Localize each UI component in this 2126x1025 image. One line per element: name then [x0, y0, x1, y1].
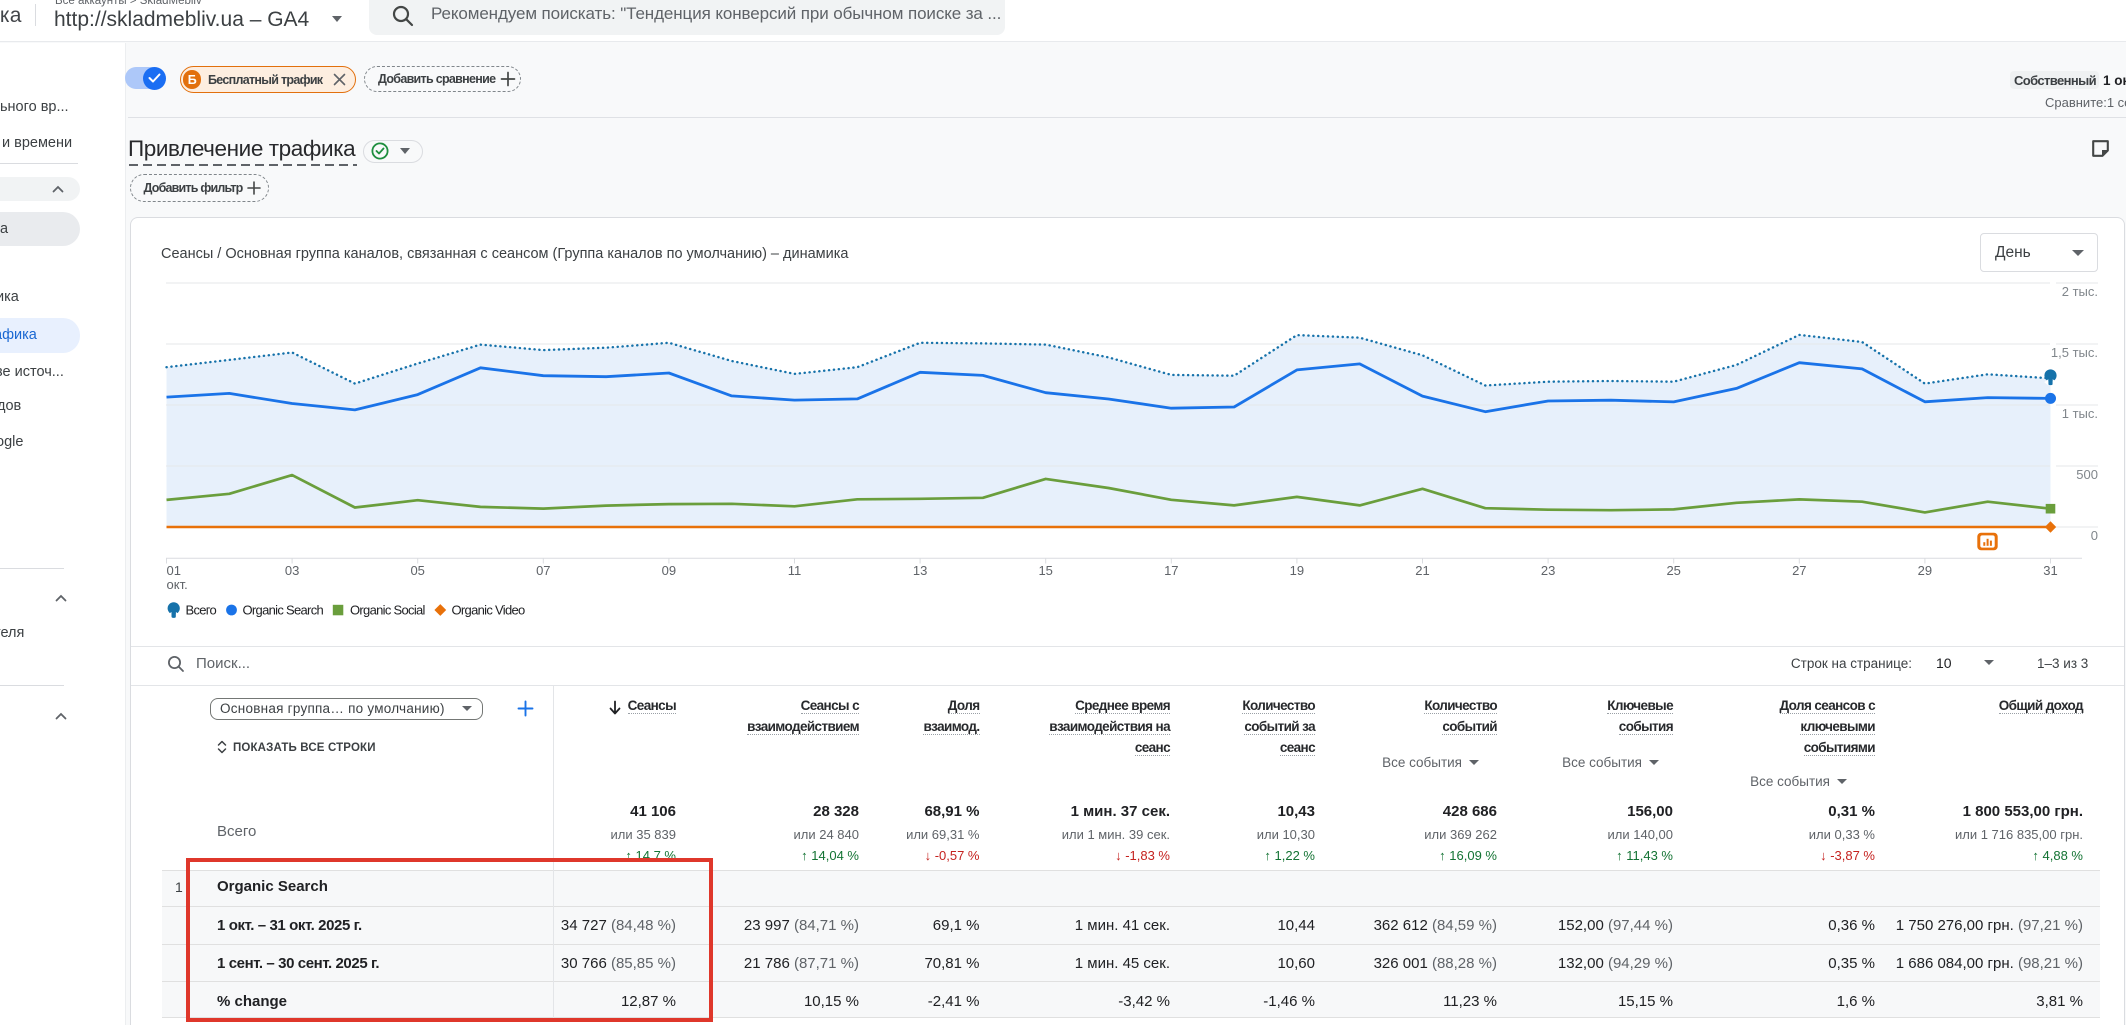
- svg-text:23: 23: [1541, 563, 1555, 578]
- svg-text:Organic Video: Organic Video: [452, 603, 526, 618]
- svg-text:21: 21: [1415, 563, 1429, 578]
- svg-text:13: 13: [913, 563, 927, 578]
- svg-text:500: 500: [2076, 467, 2098, 482]
- svg-text:15: 15: [1038, 563, 1052, 578]
- svg-text:07: 07: [536, 563, 550, 578]
- svg-text:1,5 тыс.: 1,5 тыс.: [2051, 345, 2098, 360]
- svg-text:окт.: окт.: [167, 577, 188, 592]
- svg-text:31: 31: [2043, 563, 2057, 578]
- svg-text:25: 25: [1666, 563, 1680, 578]
- svg-text:27: 27: [1792, 563, 1806, 578]
- svg-text:Всего: Всего: [186, 603, 217, 618]
- svg-text:0: 0: [2091, 528, 2098, 543]
- svg-text:29: 29: [1918, 563, 1932, 578]
- svg-text:Organic Social: Organic Social: [350, 603, 426, 618]
- svg-text:1 тыс.: 1 тыс.: [2062, 406, 2098, 421]
- svg-text:05: 05: [410, 563, 424, 578]
- svg-text:01: 01: [167, 563, 181, 578]
- svg-text:17: 17: [1164, 563, 1178, 578]
- svg-text:19: 19: [1290, 563, 1304, 578]
- svg-text:11: 11: [788, 563, 802, 578]
- svg-text:03: 03: [285, 563, 299, 578]
- svg-text:09: 09: [662, 563, 676, 578]
- svg-text:Organic Search: Organic Search: [243, 603, 324, 618]
- svg-text:2 тыс.: 2 тыс.: [2062, 284, 2098, 299]
